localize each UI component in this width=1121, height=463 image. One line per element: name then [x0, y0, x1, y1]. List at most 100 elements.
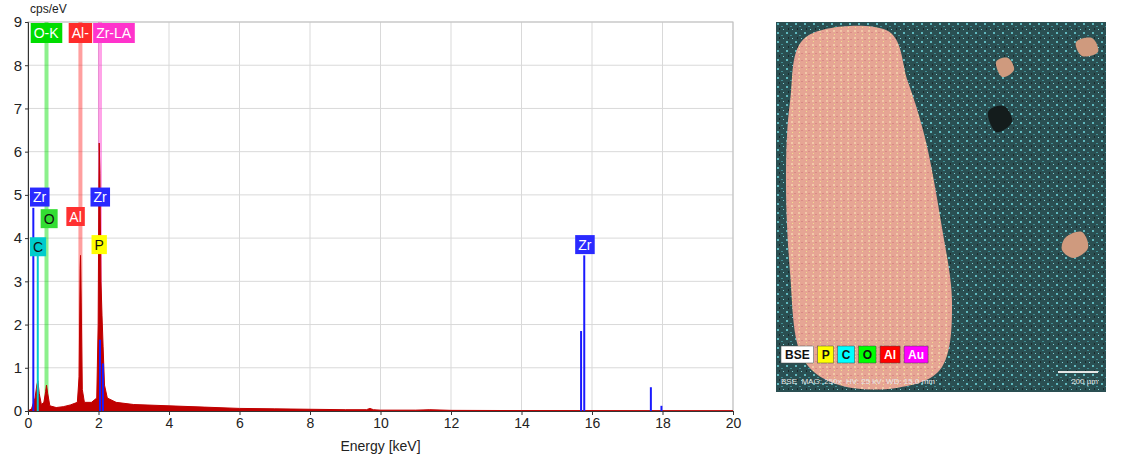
map-legend-chip: O	[859, 346, 876, 363]
grid-line-x	[451, 22, 452, 411]
grid	[28, 22, 733, 411]
map-legend-text: O	[863, 348, 872, 362]
x-tick-label: 12	[444, 415, 460, 431]
y-tick-mark	[25, 281, 28, 282]
x-tick: 6	[236, 411, 244, 431]
map-pit	[988, 106, 1012, 133]
map-legend-chip: P	[818, 346, 834, 363]
element-line	[580, 331, 582, 411]
grid-line-x	[310, 22, 311, 411]
x-tick-label: 14	[514, 415, 530, 431]
marker-label: Al-	[69, 23, 92, 43]
x-tick: 20	[726, 411, 742, 431]
element-label-box	[66, 207, 84, 226]
y-axis: 0123456789	[14, 13, 29, 419]
grid-line-x	[169, 22, 170, 411]
x-tick-label: 16	[585, 415, 601, 431]
element-label-text: O	[44, 211, 55, 227]
y-tick-label: 4	[14, 229, 22, 246]
x-tick-label: 8	[307, 415, 315, 431]
map-scale-label: 200 µm	[1071, 377, 1098, 386]
element-label-box	[30, 188, 50, 207]
x-tick-label: 0	[25, 415, 33, 431]
x-tick: 8	[307, 411, 315, 431]
map-legend-box	[838, 346, 855, 363]
y-tick: 7	[14, 100, 28, 117]
y-tick-label: 3	[14, 273, 22, 290]
map-image	[776, 22, 1106, 392]
element-label: C	[30, 237, 46, 256]
y-tick-mark	[25, 325, 28, 326]
map-legend-box	[880, 346, 900, 363]
labels: O-KAl-Zr-LAZrOCAlZrPZr	[30, 23, 595, 256]
map-legend-chip: BSE	[781, 346, 814, 363]
map-legend-box	[904, 346, 928, 363]
element-label-text: Zr	[578, 237, 592, 253]
map-legend-text: Al	[884, 348, 896, 362]
x-tick-label: 10	[373, 415, 389, 431]
y-tick-mark	[25, 22, 28, 23]
y-tick-mark	[25, 108, 28, 109]
grid-line-y	[28, 151, 733, 152]
y-tick: 8	[14, 57, 28, 74]
plot-area	[28, 22, 733, 411]
marker-label-text: O-K	[34, 25, 60, 41]
map-background	[776, 22, 1106, 392]
grid-line-y	[28, 367, 733, 368]
grid-line-x	[521, 22, 522, 411]
y-tick: 2	[14, 316, 28, 333]
x-tick: 4	[166, 411, 174, 431]
map-legend-chip: Al	[880, 346, 900, 363]
element-line	[37, 255, 39, 411]
y-tick-label: 2	[14, 316, 22, 333]
y-tick-label: 0	[14, 402, 22, 419]
element-label-text: Zr	[93, 189, 107, 205]
x-tick-label: 20	[726, 415, 742, 431]
x-tick-label: 4	[166, 415, 174, 431]
x-axis: 02468101214161820	[25, 411, 742, 431]
grid-line-y	[28, 108, 733, 109]
marker-label-box	[31, 23, 63, 43]
map-legend-chip: C	[838, 346, 855, 363]
x-tick: 2	[95, 411, 103, 431]
grid-line-y	[28, 281, 733, 282]
map-legend-chip: Au	[904, 346, 928, 363]
grid-line-y	[28, 238, 733, 239]
marker-label-box	[93, 23, 135, 43]
map-particle	[786, 26, 952, 390]
element-label: Zr	[575, 235, 595, 254]
y-tick: 5	[14, 186, 28, 203]
map-panel: BSEPCOAlAuBSE MAG: 250x HV: 25 kV WD: 15…	[776, 22, 1106, 392]
element-label-box	[30, 237, 46, 256]
x-tick: 14	[514, 411, 530, 431]
element-label-box	[41, 209, 58, 228]
y-tick-mark	[25, 411, 28, 412]
y-tick-label: 8	[14, 57, 22, 74]
y-tick-mark	[25, 152, 28, 153]
element-line	[99, 340, 101, 411]
x-tick: 0	[25, 411, 33, 431]
grid-line-y	[28, 194, 733, 195]
map-legend-text: P	[822, 348, 830, 362]
y-tick: 3	[14, 273, 28, 290]
x-axis-title: Energy [keV]	[340, 438, 420, 454]
x-tick-label: 2	[95, 415, 103, 431]
element-label: O	[41, 209, 58, 228]
plot-frame	[28, 22, 733, 411]
map-legend-text: C	[842, 348, 851, 362]
element-label-text: Al	[69, 209, 81, 225]
map-particle	[1076, 37, 1099, 56]
element-label: Zr	[90, 188, 110, 207]
figure: 024681012141618200123456789cps/eVEnergy …	[0, 0, 1121, 463]
map-legend-box	[859, 346, 876, 363]
x-tick: 12	[444, 411, 460, 431]
map-legend-box	[781, 346, 814, 363]
element-label: P	[92, 235, 107, 254]
y-axis-line	[25, 23, 29, 412]
element-label-text: Zr	[33, 189, 47, 205]
marker-label-text: Al-	[72, 25, 89, 41]
y-tick-label: 1	[14, 359, 22, 376]
marker-label-box	[69, 23, 92, 43]
y-axis-title: cps/eV	[30, 2, 67, 16]
y-tick: 4	[14, 229, 28, 246]
